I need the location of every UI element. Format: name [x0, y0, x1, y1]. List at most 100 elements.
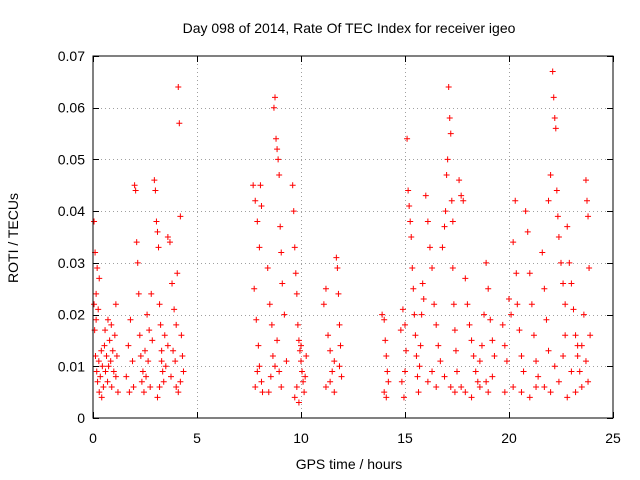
- data-point: [543, 316, 550, 323]
- data-point: [447, 383, 454, 390]
- y-tick-label: 0.06: [58, 100, 85, 116]
- data-point: [545, 347, 552, 354]
- y-tick-label: 0.02: [58, 307, 85, 323]
- data-point: [112, 301, 119, 308]
- data-point: [397, 327, 404, 334]
- data-point: [255, 342, 262, 349]
- data-point: [468, 337, 475, 344]
- data-point: [264, 265, 271, 272]
- data-point: [138, 378, 145, 385]
- data-point: [327, 347, 334, 354]
- data-point: [272, 363, 278, 370]
- data-point: [301, 389, 308, 396]
- data-point: [520, 368, 527, 375]
- data-point: [166, 239, 173, 246]
- data-point: [512, 197, 519, 204]
- x-tick-label: 25: [605, 430, 621, 446]
- data-point: [170, 347, 177, 354]
- data-point: [528, 301, 535, 308]
- data-point: [574, 342, 581, 349]
- data-point: [439, 244, 446, 251]
- data-point: [110, 368, 117, 375]
- data-point: [103, 352, 110, 359]
- data-point: [335, 290, 342, 297]
- data-point: [398, 378, 405, 385]
- data-point: [279, 280, 286, 287]
- data-point: [95, 358, 102, 365]
- data-point: [175, 84, 182, 91]
- data-point: [501, 389, 508, 396]
- data-point: [448, 197, 455, 204]
- data-point: [506, 296, 512, 303]
- y-tick-label: 0.01: [58, 358, 85, 374]
- data-point: [276, 171, 283, 178]
- data-point: [152, 187, 159, 194]
- data-point: [483, 378, 490, 385]
- data-point: [162, 363, 169, 370]
- data-point: [585, 213, 592, 220]
- data-point: [158, 347, 165, 354]
- data-point: [300, 378, 307, 385]
- data-point: [435, 342, 442, 349]
- data-point: [489, 337, 496, 344]
- data-point: [560, 280, 567, 287]
- data-point: [100, 383, 107, 390]
- data-point: [123, 373, 130, 380]
- data-point: [266, 301, 273, 308]
- data-point: [568, 368, 575, 375]
- x-axis-ticks: 0 5 10 15 20 25: [89, 56, 621, 446]
- data-point: [102, 327, 109, 334]
- data-point: [587, 332, 594, 339]
- data-point: [426, 244, 433, 251]
- data-point: [491, 352, 498, 359]
- data-point: [107, 358, 114, 365]
- data-point: [572, 332, 579, 339]
- data-point: [176, 120, 183, 127]
- data-point: [160, 378, 167, 385]
- x-tick-label: 5: [193, 430, 201, 446]
- data-point: [458, 383, 465, 390]
- data-point: [257, 182, 264, 189]
- data-point: [382, 337, 389, 344]
- data-point: [424, 218, 431, 225]
- data-point: [485, 389, 492, 396]
- data-point: [172, 358, 179, 365]
- data-point: [101, 342, 108, 349]
- data-point: [156, 383, 163, 390]
- data-point: [252, 197, 259, 204]
- data-point: [256, 363, 263, 370]
- data-point: [277, 223, 284, 230]
- data-point: [503, 358, 510, 365]
- data-point: [487, 316, 494, 323]
- data-point: [149, 337, 156, 344]
- x-tick-label: 15: [397, 430, 413, 446]
- data-point: [406, 202, 413, 209]
- data-point: [429, 265, 436, 272]
- data-point: [462, 389, 469, 396]
- data-point: [108, 383, 115, 390]
- data-point: [499, 321, 506, 328]
- data-point: [508, 311, 515, 318]
- data-point: [381, 389, 388, 396]
- data-point: [250, 182, 257, 189]
- x-tick-label: 10: [293, 430, 309, 446]
- data-point: [177, 378, 184, 385]
- plot-frame: [92, 55, 614, 419]
- data-point: [526, 270, 533, 277]
- data-point: [293, 383, 300, 390]
- data-point: [550, 94, 557, 101]
- x-tick-label: 20: [501, 430, 517, 446]
- data-point: [180, 368, 187, 375]
- data-point: [268, 321, 275, 328]
- data-point: [535, 373, 542, 380]
- data-point: [109, 347, 116, 354]
- data-point: [179, 352, 186, 359]
- data-point: [541, 383, 548, 390]
- data-point: [146, 327, 153, 334]
- data-point: [174, 270, 181, 277]
- data-point: [524, 228, 531, 235]
- data-point: [164, 234, 171, 240]
- data-point: [97, 373, 104, 380]
- data-point: [91, 301, 98, 308]
